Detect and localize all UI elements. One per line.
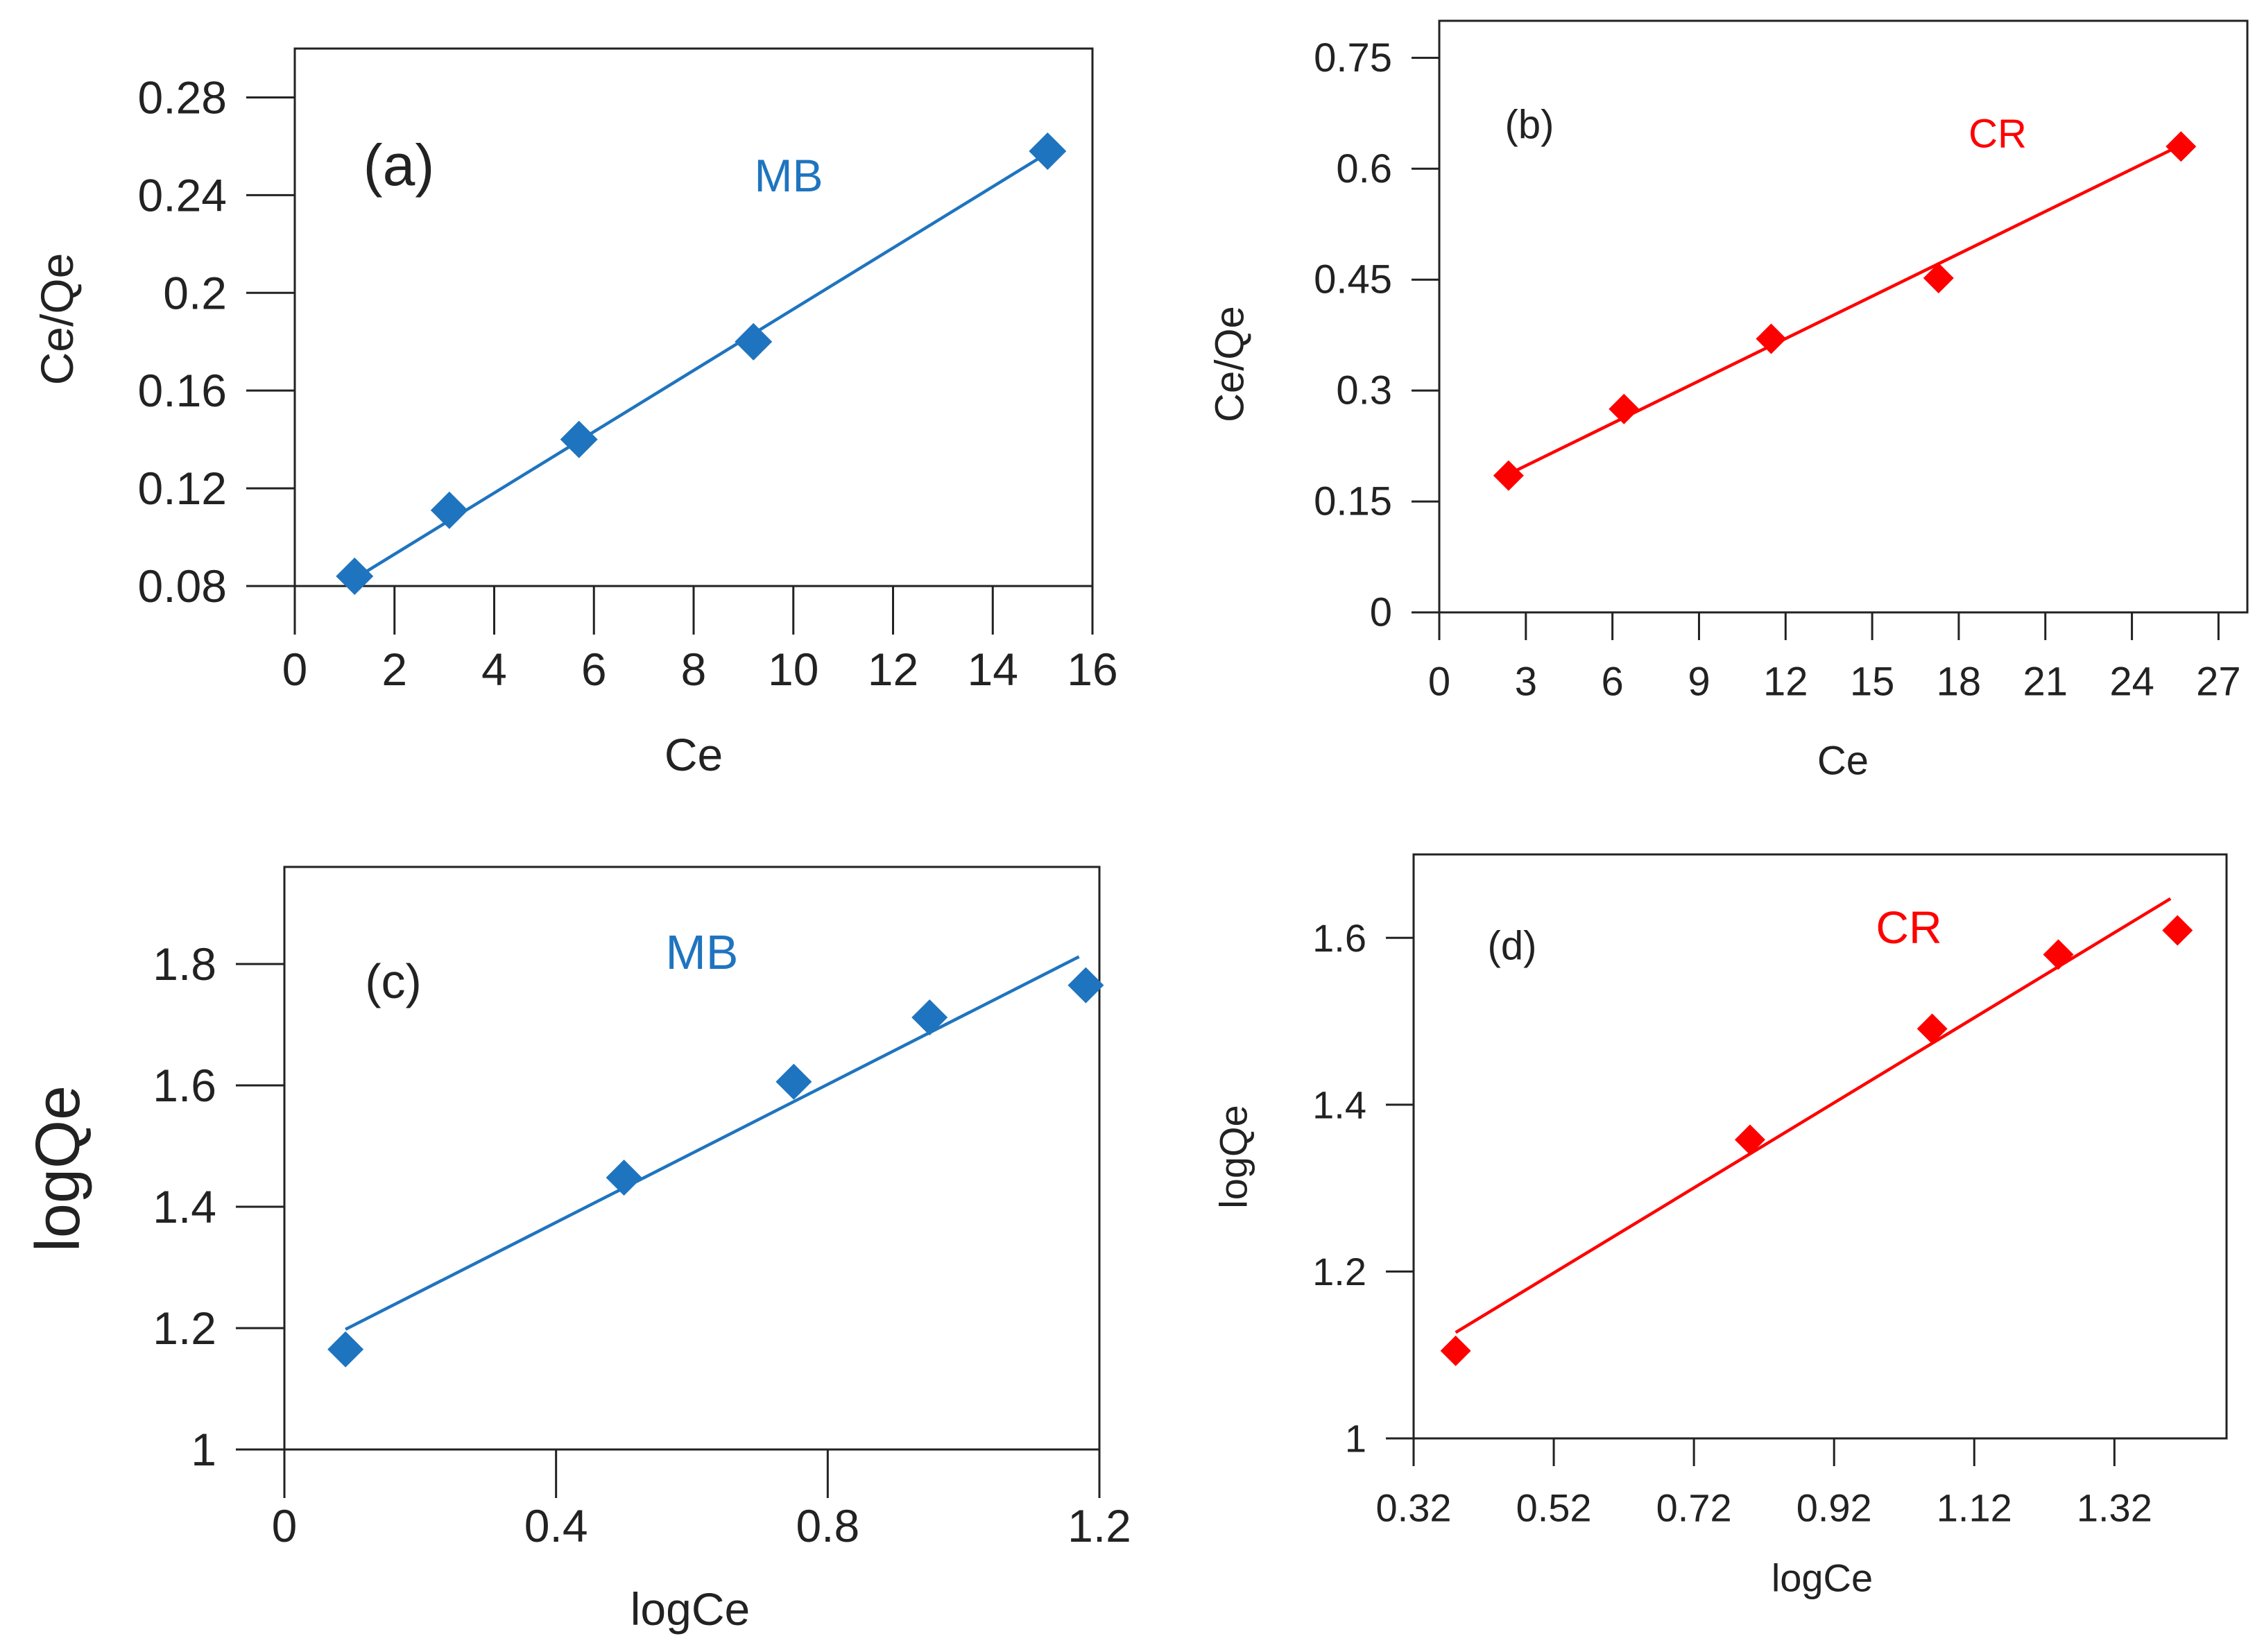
data-point — [775, 1063, 812, 1100]
trendline — [1504, 145, 2179, 477]
y-tick-label: 1.4 — [153, 1181, 216, 1232]
panel-label: (c) — [365, 954, 422, 1008]
x-tick-label: 12 — [1763, 660, 1808, 705]
y-axis-label: logQe — [24, 1085, 93, 1252]
y-tick-label: 0.16 — [138, 365, 227, 416]
x-tick-label: 18 — [1937, 660, 1982, 705]
series-label: CR — [1876, 902, 1941, 953]
chart-panel-a: 0 2 4 6 8 10 12 14 16 0.08 0.12 0.16 0.2 0.24 0.28 Ce Ce… — [31, 47, 1118, 780]
chart-panel-c: 0 0.4 0.8 1.2 1 1.2 1.4 1.6 1.8 logCe logQe (c) MB — [24, 866, 1131, 1635]
x-tick-label: 24 — [2109, 660, 2154, 705]
y-tick-label: 0.24 — [138, 169, 227, 221]
y-tick-label: 0.6 — [1336, 146, 1392, 191]
panel-label: (d) — [1488, 924, 1537, 969]
x-tick-label: 6 — [1602, 660, 1624, 705]
data-point — [1756, 323, 1787, 354]
x-tick-label: 4 — [481, 644, 507, 695]
data-point — [911, 999, 948, 1035]
x-axis-label: Ce — [664, 729, 723, 780]
x-tick-label: 0.72 — [1656, 1486, 1732, 1530]
data-point — [1029, 132, 1067, 170]
y-tick-label: 1.8 — [153, 938, 216, 990]
y-tick-label: 0.08 — [138, 560, 227, 612]
series-label: MB — [755, 150, 823, 201]
panel-label: (b) — [1505, 103, 1554, 148]
data-point — [327, 1331, 364, 1368]
y-tick-label: 0.12 — [138, 463, 227, 514]
y-tick-label: 1 — [1345, 1417, 1366, 1461]
y-tick-label: 1.6 — [1312, 916, 1366, 960]
trendline — [345, 955, 1080, 1331]
x-tick-label: 27 — [2196, 660, 2241, 705]
y-tick-label: 1.6 — [153, 1060, 216, 1111]
x-tick-label: 3 — [1515, 660, 1537, 705]
x-tick-label: 10 — [768, 644, 818, 695]
y-tick-label: 0.2 — [163, 267, 227, 318]
chart-panel-d: 0.32 0.52 0.72 0.92 1.12 1.32 1 1.2 1.4 1.6 logCe l… — [1212, 853, 2228, 1600]
data-point — [2166, 131, 2197, 162]
y-tick-label: 0.75 — [1314, 35, 1392, 80]
y-tick-label: 0.45 — [1314, 257, 1392, 302]
x-tick-label: 0.4 — [524, 1500, 588, 1551]
y-tick-label: 1 — [191, 1424, 216, 1475]
plot-frame — [1438, 19, 2249, 614]
x-axis-label: Ce — [1817, 739, 1869, 784]
x-tick-label: 0 — [282, 644, 308, 695]
x-tick-label: 0 — [272, 1500, 298, 1551]
y-tick-label: 0.28 — [138, 71, 227, 123]
y-tick-label: 0 — [1370, 590, 1392, 635]
x-tick-label: 8 — [681, 644, 707, 695]
x-tick-label: 14 — [968, 644, 1018, 695]
x-axis-label: logCe — [631, 1583, 750, 1635]
plot-frame — [293, 47, 1094, 587]
data-point — [1916, 1013, 1948, 1044]
x-tick-label: 0.92 — [1796, 1486, 1872, 1530]
x-tick-label: 1.32 — [2077, 1486, 2152, 1530]
x-tick-label: 21 — [2023, 660, 2068, 705]
x-axis-label: logCe — [1772, 1556, 1873, 1600]
data-point — [735, 322, 773, 361]
data-point — [1923, 263, 1954, 294]
y-tick-label: 1.4 — [1312, 1083, 1366, 1126]
chart-panel-b: 0 3 6 9 12 15 18 21 24 27 0 0.15 0.3 0.45 0.6 0.75 Ce Ce/… — [1208, 19, 2249, 784]
y-tick-label: 1.2 — [153, 1302, 216, 1354]
y-axis-label: Ce/Qe — [1208, 306, 1253, 422]
data-point — [1440, 1335, 1471, 1366]
plot-frame — [283, 866, 1101, 1451]
y-axis-label: Ce/Qe — [31, 253, 83, 386]
y-axis-label: logQe — [1212, 1105, 1255, 1208]
data-point — [2043, 939, 2074, 970]
data-point — [1609, 393, 1640, 424]
x-tick-label: 0.32 — [1376, 1486, 1452, 1530]
y-tick-label: 0.3 — [1336, 368, 1392, 413]
series-label: CR — [1969, 112, 2027, 157]
trendline — [1455, 897, 2172, 1334]
data-point — [606, 1160, 642, 1196]
panel-label: (a) — [363, 132, 435, 198]
x-tick-label: 1.12 — [1937, 1486, 2012, 1530]
x-tick-label: 15 — [1850, 660, 1895, 705]
x-tick-label: 9 — [1688, 660, 1710, 705]
x-tick-label: 2 — [381, 644, 407, 695]
plot-frame — [1412, 853, 2228, 1440]
x-tick-label: 6 — [581, 644, 607, 695]
data-point — [1734, 1124, 1765, 1155]
trendline — [354, 155, 1044, 580]
data-point — [336, 557, 374, 595]
x-tick-label: 0.8 — [796, 1500, 859, 1551]
data-point — [560, 420, 598, 458]
x-tick-label: 12 — [868, 644, 918, 695]
y-tick-label: 0.15 — [1314, 479, 1392, 524]
x-tick-label: 16 — [1067, 644, 1117, 695]
data-point — [1493, 460, 1524, 491]
data-point — [1067, 967, 1104, 1004]
x-tick-label: 0 — [1428, 660, 1450, 705]
series-label: MB — [666, 925, 739, 979]
y-tick-label: 1.2 — [1312, 1250, 1366, 1293]
data-point — [430, 491, 468, 529]
x-tick-label: 1.2 — [1067, 1500, 1131, 1551]
data-point — [2162, 915, 2193, 946]
x-tick-label: 0.52 — [1516, 1486, 1592, 1530]
